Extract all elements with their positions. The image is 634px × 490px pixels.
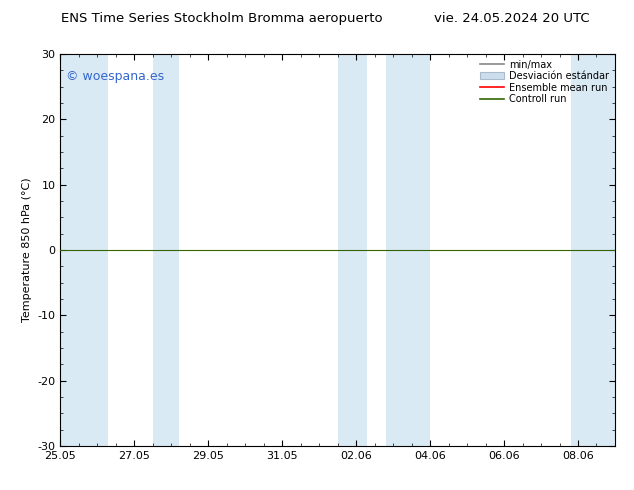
Bar <box>337 54 367 446</box>
Text: vie. 24.05.2024 20 UTC: vie. 24.05.2024 20 UTC <box>434 12 590 25</box>
Text: © woespana.es: © woespana.es <box>66 70 164 83</box>
Bar <box>153 54 179 446</box>
Legend: min/max, Desviación estándar, Ensemble mean run, Controll run: min/max, Desviación estándar, Ensemble m… <box>476 56 613 108</box>
Y-axis label: Temperature 850 hPa (°C): Temperature 850 hPa (°C) <box>22 177 32 322</box>
Text: ENS Time Series Stockholm Bromma aeropuerto: ENS Time Series Stockholm Bromma aeropue… <box>61 12 383 25</box>
Bar <box>385 54 430 446</box>
Bar <box>571 54 615 446</box>
Bar <box>60 54 108 446</box>
